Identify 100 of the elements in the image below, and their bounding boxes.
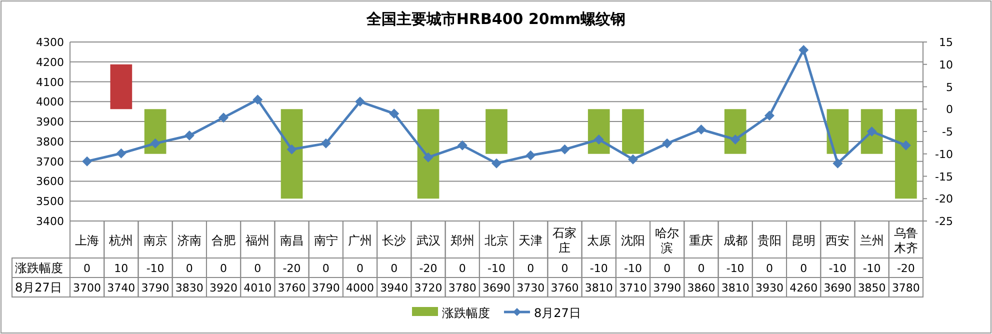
data-label: 0 [390, 262, 398, 275]
y2-tick-label: -15 [935, 170, 953, 184]
y-tick-label: 4200 [36, 56, 64, 69]
data-label: 3790 [141, 282, 170, 294]
data-label: 3760 [278, 282, 306, 294]
data-label: -10 [590, 262, 608, 275]
x-tick-label: 沈阳 [620, 234, 645, 248]
point [218, 112, 229, 123]
x-tick-label: 重庆 [689, 234, 714, 248]
data-label: -20 [419, 262, 438, 275]
data-label: 3740 [107, 282, 136, 294]
point [286, 144, 297, 154]
y-tick-label: 3800 [36, 135, 64, 148]
point [900, 140, 911, 150]
y2-tick-label: 5 [946, 80, 953, 94]
x-tick-label: 乌鲁木齐 [894, 226, 918, 255]
y-tick-label: 3400 [36, 215, 64, 228]
point [696, 124, 706, 135]
point [560, 144, 570, 154]
x-tick-label: 武汉 [416, 234, 440, 248]
data-label: -20 [896, 262, 915, 275]
x-tick-label: 石家庄 [552, 226, 577, 255]
point [184, 130, 194, 140]
chart-title: 全国主要城市HRB400 20mm螺纹钢 [365, 10, 626, 28]
point [764, 110, 774, 121]
y2-tick-label: 0 [946, 103, 953, 116]
x-tick-label: 成都 [723, 234, 748, 248]
point [252, 94, 263, 105]
x-tick-label: 西安 [826, 234, 850, 248]
x-tick-label: 长沙 [382, 234, 406, 248]
data-label: 3780 [448, 282, 476, 294]
data-label: 3730 [516, 282, 545, 294]
data-label: 0 [254, 262, 262, 275]
y-tick-label: 4000 [36, 96, 64, 109]
data-label: 3720 [414, 282, 442, 294]
data-label: 3710 [618, 282, 647, 294]
data-label: 0 [766, 262, 773, 275]
point [866, 126, 877, 136]
x-tick-label: 济南 [177, 234, 202, 248]
data-label: 3810 [584, 282, 613, 294]
data-label: -10 [624, 262, 642, 275]
x-tick-label: 合肥 [212, 234, 236, 248]
x-tick-label: 天津 [518, 234, 543, 248]
y2-tick-label: -10 [935, 148, 953, 161]
x-tick-label: 南京 [143, 234, 168, 248]
point [423, 152, 434, 162]
x-tick-label: 广州 [348, 234, 372, 248]
data-label: 0 [84, 262, 91, 275]
data-label: 3860 [687, 282, 716, 294]
y-tick-label: 3700 [36, 155, 64, 168]
data-label: 3810 [721, 282, 750, 294]
x-tick-label: 南宁 [314, 234, 338, 248]
data-label: -10 [726, 262, 744, 275]
x-tick-label: 兰州 [860, 234, 884, 248]
x-tick-label: 福州 [246, 234, 270, 248]
x-tick-label: 昆明 [792, 234, 816, 248]
data-label: 3780 [892, 282, 920, 294]
x-tick-label: 太原 [586, 234, 611, 248]
data-label: 3920 [210, 282, 238, 294]
data-label: 3690 [482, 282, 510, 294]
data-label: 3700 [73, 282, 102, 294]
data-label: 4000 [346, 282, 374, 294]
point [389, 108, 400, 119]
data-label: 0 [698, 262, 705, 275]
data-label: 10 [114, 262, 128, 275]
y2-tick-label: -25 [935, 215, 953, 228]
x-tick-label: 郑州 [450, 234, 474, 248]
y-tick-label: 3500 [36, 195, 64, 208]
x-tick-label: 上海 [75, 234, 100, 248]
text: 涨跌幅度 [15, 261, 63, 275]
data-label: 0 [186, 262, 193, 275]
data-label: 0 [322, 262, 330, 275]
data-label: 3940 [380, 282, 408, 294]
x-tick-label: 南昌 [280, 234, 304, 248]
y-tick-label: 4100 [36, 76, 64, 89]
y-tick-label: 3900 [36, 116, 64, 129]
legend-label: 8月27日 [534, 306, 581, 320]
data-label: 3790 [312, 282, 340, 294]
data-label: 3690 [824, 282, 852, 294]
data-label: 4260 [790, 282, 818, 294]
point [492, 158, 502, 168]
data-label: -10 [146, 262, 164, 275]
point [457, 140, 468, 150]
data-label: 3930 [755, 282, 784, 294]
x-tick-label: 哈尔滨 [655, 226, 680, 255]
y2-tick-label: -5 [942, 126, 953, 138]
point [628, 154, 638, 164]
point [594, 134, 604, 144]
data-label: 4010 [244, 282, 272, 294]
point [116, 148, 126, 158]
x-tick-label: 杭州 [108, 234, 134, 248]
point [662, 138, 672, 148]
data-label: 0 [561, 262, 568, 275]
point [832, 158, 843, 168]
y2-tick-label: -20 [935, 192, 953, 206]
point [355, 96, 366, 107]
data-label: -10 [828, 262, 847, 275]
point [798, 44, 809, 55]
data-label: 0 [664, 262, 671, 275]
data-label: 0 [458, 262, 466, 275]
